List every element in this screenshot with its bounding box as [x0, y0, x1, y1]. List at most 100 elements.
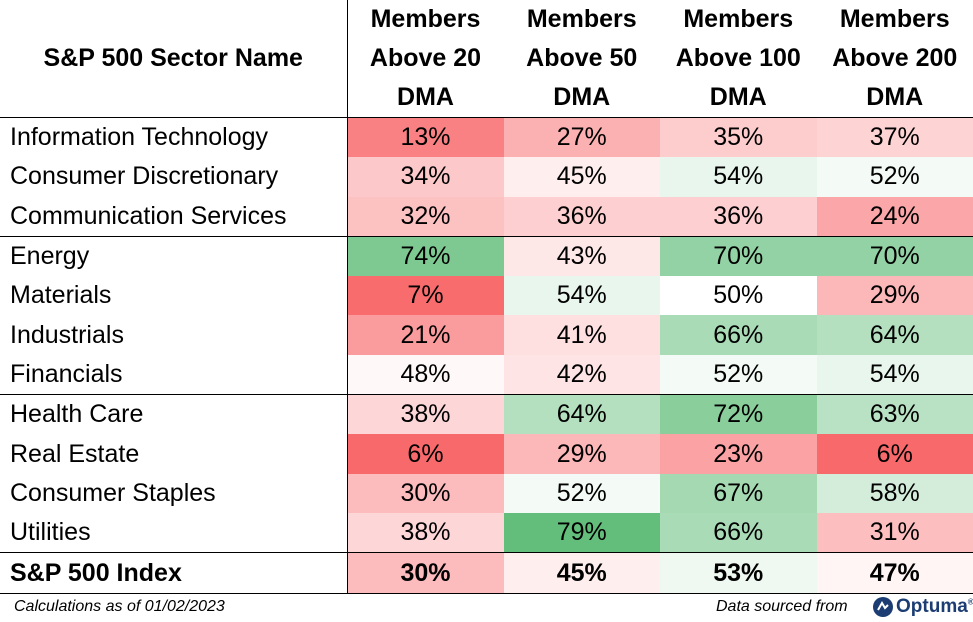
table-body: Information Technology 13% 27% 35% 37% Consum… — [0, 117, 973, 595]
percent-cell: 52% — [816, 157, 973, 197]
header-row: S&P 500 Sector Name Members Above 20 DMA Mem… — [0, 0, 973, 118]
table-row: Consumer Staples 30% 52% 67% 58% — [0, 473, 973, 513]
sector-name-cell: Industrials — [0, 315, 348, 355]
sector-name-cell: Consumer Staples — [0, 473, 348, 513]
percent-cell: 38% — [347, 512, 504, 554]
percent-cell: 35% — [660, 117, 817, 158]
table-row: Industrials 21% 41% 66% 64% — [0, 315, 973, 355]
table-row: Energy 74% 43% 70% 70% — [0, 236, 973, 277]
sector-name-cell: Materials — [0, 276, 348, 316]
percent-cell: 48% — [347, 354, 504, 396]
column-header-line: S&P 500 Sector Name — [43, 44, 303, 72]
percent-cell: 54% — [660, 157, 817, 197]
sector-breadth-table: S&P 500 Sector Name Members Above 20 DMA Mem… — [0, 0, 973, 595]
table-row: Information Technology 13% 27% 35% 37% — [0, 117, 973, 158]
percent-cell: 7% — [347, 276, 504, 316]
percent-cell: 63% — [816, 394, 973, 435]
table-row: Consumer Discretionary 34% 45% 54% 52% — [0, 157, 973, 197]
percent-cell: 30% — [347, 552, 504, 595]
column-header-line: DMA — [397, 83, 454, 111]
calculation-date-note: Calculations as of 01/02/2023 — [14, 598, 225, 615]
sector-name-cell: Communication Services — [0, 196, 348, 237]
optuma-logo-text: Optuma® — [896, 596, 973, 617]
column-header-line: Members — [683, 5, 794, 33]
percent-cell: 23% — [660, 434, 817, 474]
percent-cell: 70% — [816, 236, 973, 277]
table-row: Communication Services 32% 36% 36% 24% — [0, 196, 973, 237]
column-header-2: Members Above 50 DMA — [503, 0, 660, 118]
percent-cell: 58% — [816, 473, 973, 513]
sector-name-cell: Financials — [0, 354, 348, 396]
optuma-logo-icon — [873, 597, 893, 617]
table-row: Materials 7% 54% 50% 29% — [0, 276, 973, 316]
percent-cell: 66% — [660, 315, 817, 355]
percent-cell: 38% — [347, 394, 504, 435]
table-row: Health Care 38% 64% 72% 63% — [0, 394, 973, 435]
sector-name-cell: Consumer Discretionary — [0, 157, 348, 197]
percent-cell: 36% — [503, 196, 660, 237]
percent-cell: 52% — [503, 473, 660, 513]
percent-cell: 54% — [503, 276, 660, 316]
column-header-line: Above 50 — [526, 44, 638, 72]
column-header-sector-name: S&P 500 Sector Name — [0, 0, 348, 118]
percent-cell: 13% — [347, 117, 504, 158]
sector-name-cell: Health Care — [0, 394, 348, 435]
percent-cell: 42% — [503, 354, 660, 396]
column-header-line: Members — [839, 5, 950, 33]
percent-cell: 52% — [660, 354, 817, 396]
percent-cell: 41% — [503, 315, 660, 355]
percent-cell: 30% — [347, 473, 504, 513]
trademark-symbol: ® — [967, 597, 973, 607]
sector-breadth-table-container: S&P 500 Sector Name Members Above 20 DMA Mem… — [0, 0, 973, 595]
sector-name-cell: Energy — [0, 236, 348, 277]
table-row: Real Estate 6% 29% 23% 6% — [0, 434, 973, 474]
percent-cell: 66% — [660, 512, 817, 554]
column-header-line: Members — [526, 5, 637, 33]
sector-name-cell: Information Technology — [0, 117, 348, 158]
column-header-line: DMA — [866, 83, 924, 111]
sector-name-cell: Real Estate — [0, 434, 348, 474]
sector-name-cell: Utilities — [0, 512, 348, 554]
percent-cell: 6% — [347, 434, 504, 474]
percent-cell: 47% — [816, 552, 973, 595]
percent-cell: 43% — [503, 236, 660, 277]
column-header-line: DMA — [709, 83, 767, 111]
percent-cell: 54% — [816, 354, 973, 396]
percent-cell: 34% — [347, 157, 504, 197]
percent-cell: 32% — [347, 196, 504, 237]
percent-cell: 67% — [660, 473, 817, 513]
percent-cell: 64% — [816, 315, 973, 355]
percent-cell: 27% — [503, 117, 660, 158]
percent-cell: 64% — [503, 394, 660, 435]
percent-cell: 72% — [660, 394, 817, 435]
percent-cell: 45% — [503, 552, 660, 595]
table-row: Financials 48% 42% 52% 54% — [0, 354, 973, 396]
percent-cell: 45% — [503, 157, 660, 197]
percent-cell: 6% — [816, 434, 973, 474]
percent-cell: 29% — [503, 434, 660, 474]
percent-cell: 74% — [347, 236, 504, 277]
percent-cell: 36% — [660, 196, 817, 237]
percent-cell: 24% — [816, 196, 973, 237]
percent-cell: 31% — [816, 512, 973, 554]
percent-cell: 79% — [503, 512, 660, 554]
percent-cell: 29% — [816, 276, 973, 316]
column-header-line: Above 200 — [832, 44, 958, 72]
column-header-line: DMA — [553, 83, 611, 111]
column-header-line: Members — [370, 5, 481, 33]
sector-name-cell: S&P 500 Index — [0, 552, 348, 595]
optuma-logo: Optuma® — [872, 596, 973, 618]
percent-cell: 70% — [660, 236, 817, 277]
percent-cell: 21% — [347, 315, 504, 355]
column-header-3: Members Above 100 DMA — [660, 0, 817, 118]
column-header-line: Above 100 — [675, 44, 801, 72]
index-row: S&P 500 Index 30% 45% 53% 47% — [0, 552, 973, 595]
data-source-label: Data sourced from — [716, 598, 848, 615]
percent-cell: 50% — [660, 276, 817, 316]
column-header-4: Members Above 200 DMA — [816, 0, 973, 118]
column-header-line: Above 20 — [369, 44, 482, 72]
percent-cell: 37% — [816, 117, 973, 158]
table-row: Utilities 38% 79% 66% 31% — [0, 512, 973, 554]
percent-cell: 53% — [660, 552, 817, 595]
column-header-1: Members Above 20 DMA — [347, 0, 504, 118]
